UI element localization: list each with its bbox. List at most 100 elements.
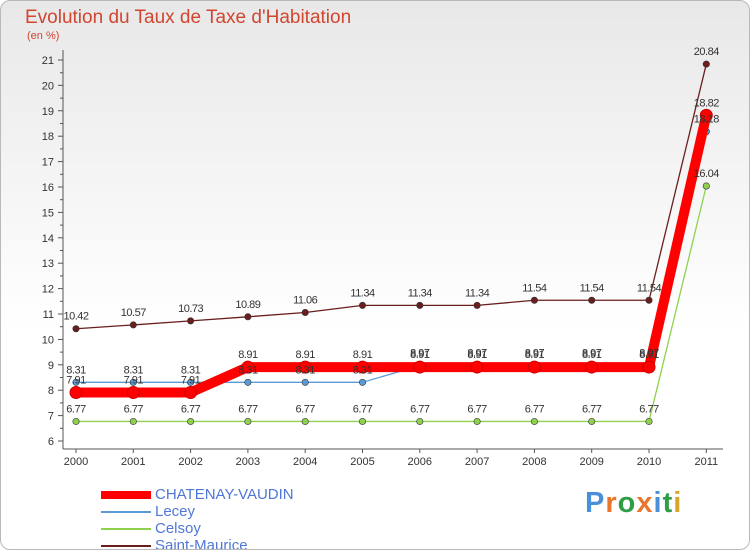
y-tick-label: 6 <box>48 436 54 448</box>
data-label: 6.77 <box>639 403 659 415</box>
chart-title: Evolution du Taux de Taxe d'Habitation <box>25 7 352 28</box>
data-label: 20.84 <box>694 46 719 58</box>
x-tick-label: 2005 <box>350 456 374 468</box>
data-point <box>527 360 541 374</box>
y-tick-label: 8 <box>48 385 54 397</box>
legend-swatch <box>101 511 151 513</box>
data-point <box>129 417 137 425</box>
data-label: 6.77 <box>295 403 315 415</box>
data-label: 6.77 <box>181 403 201 415</box>
data-label: 6.77 <box>66 403 86 415</box>
data-label: 8.91 <box>238 349 258 361</box>
legend-item: Saint-Maurice <box>101 537 294 550</box>
data-point <box>470 360 484 374</box>
data-label: 7.91 <box>66 374 86 386</box>
series-line-lecey <box>76 131 707 383</box>
y-tick-label: 14 <box>42 233 54 245</box>
data-point <box>585 360 599 374</box>
data-label: 8.97 <box>639 348 659 360</box>
data-label: 10.89 <box>235 299 260 311</box>
data-point <box>702 182 710 190</box>
data-label: 6.77 <box>353 403 373 415</box>
data-label: 10.42 <box>63 311 88 323</box>
x-tick-label: 2003 <box>236 456 260 468</box>
data-label: 6.77 <box>582 403 602 415</box>
x-tick-label: 2001 <box>121 456 145 468</box>
x-tick-label: 2002 <box>178 456 202 468</box>
data-label: 7.91 <box>124 374 144 386</box>
data-label: 11.34 <box>408 287 433 299</box>
legend-label: Saint-Maurice <box>155 537 248 550</box>
y-tick-label: 7 <box>48 411 54 423</box>
data-point <box>301 378 309 386</box>
proxiti-logo: Proxiti <box>585 487 682 520</box>
data-point <box>301 417 309 425</box>
data-label: 8.31 <box>181 364 201 376</box>
logo-letter: t <box>662 487 674 519</box>
data-point <box>241 360 255 374</box>
data-point <box>530 296 538 304</box>
data-point <box>129 378 137 386</box>
x-tick-label: 2006 <box>408 456 432 468</box>
data-label: 11.06 <box>293 294 318 306</box>
y-tick-label: 15 <box>42 207 54 219</box>
data-point <box>72 325 80 333</box>
x-tick-label: 2008 <box>522 456 546 468</box>
y-tick-label: 13 <box>42 258 54 270</box>
data-label: 8.31 <box>295 364 315 376</box>
data-point <box>699 108 713 122</box>
data-label: 8.91 <box>353 349 373 361</box>
x-tick-label: 2010 <box>637 456 661 468</box>
data-point <box>187 417 195 425</box>
data-label: 18.18 <box>694 114 719 126</box>
data-point <box>473 301 481 309</box>
legend-label: CHATENAY-VAUDIN <box>155 486 294 503</box>
data-label: 8.31 <box>124 364 144 376</box>
data-point <box>416 417 424 425</box>
unit-label: (en %) <box>27 30 60 42</box>
data-point <box>588 417 596 425</box>
y-tick-label: 18 <box>42 131 54 143</box>
data-point <box>530 417 538 425</box>
data-label: 8.97 <box>525 348 545 360</box>
x-tick-label: 2009 <box>579 456 603 468</box>
data-point <box>358 378 366 386</box>
x-tick-label: 2000 <box>64 456 88 468</box>
data-point <box>588 296 596 304</box>
data-point <box>244 313 252 321</box>
data-point <box>473 417 481 425</box>
y-tick-label: 10 <box>42 334 54 346</box>
logo-letter: o <box>617 487 637 519</box>
logo-letter: P <box>585 487 606 519</box>
data-label: 11.54 <box>580 282 605 294</box>
data-point <box>244 417 252 425</box>
data-label: 6.77 <box>410 403 430 415</box>
y-tick-label: 17 <box>42 157 54 169</box>
legend-item: CHATENAY-VAUDIN <box>101 486 294 503</box>
data-point <box>184 385 198 399</box>
logo-letter: r <box>605 487 618 519</box>
data-label: 8.97 <box>467 348 487 360</box>
data-label: 8.91 <box>467 349 487 361</box>
data-point <box>129 321 137 329</box>
series-line-chatenay-vaudin <box>71 110 712 398</box>
data-point <box>301 308 309 316</box>
data-point <box>126 385 140 399</box>
legend-label: Celsoy <box>155 520 201 537</box>
data-point <box>298 360 312 374</box>
data-label: 8.91 <box>582 349 602 361</box>
data-label: 6.77 <box>124 403 144 415</box>
data-point <box>413 360 427 374</box>
data-point <box>72 378 80 386</box>
y-tick-label: 19 <box>42 106 54 118</box>
data-point <box>645 296 653 304</box>
data-point <box>187 317 195 325</box>
data-point <box>244 378 252 386</box>
data-label: 6.77 <box>238 403 258 415</box>
data-point <box>356 360 369 374</box>
data-point <box>642 360 656 374</box>
y-tick-label: 21 <box>42 55 54 67</box>
data-label: 8.91 <box>410 349 430 361</box>
data-point <box>645 417 653 425</box>
data-point <box>702 60 710 68</box>
